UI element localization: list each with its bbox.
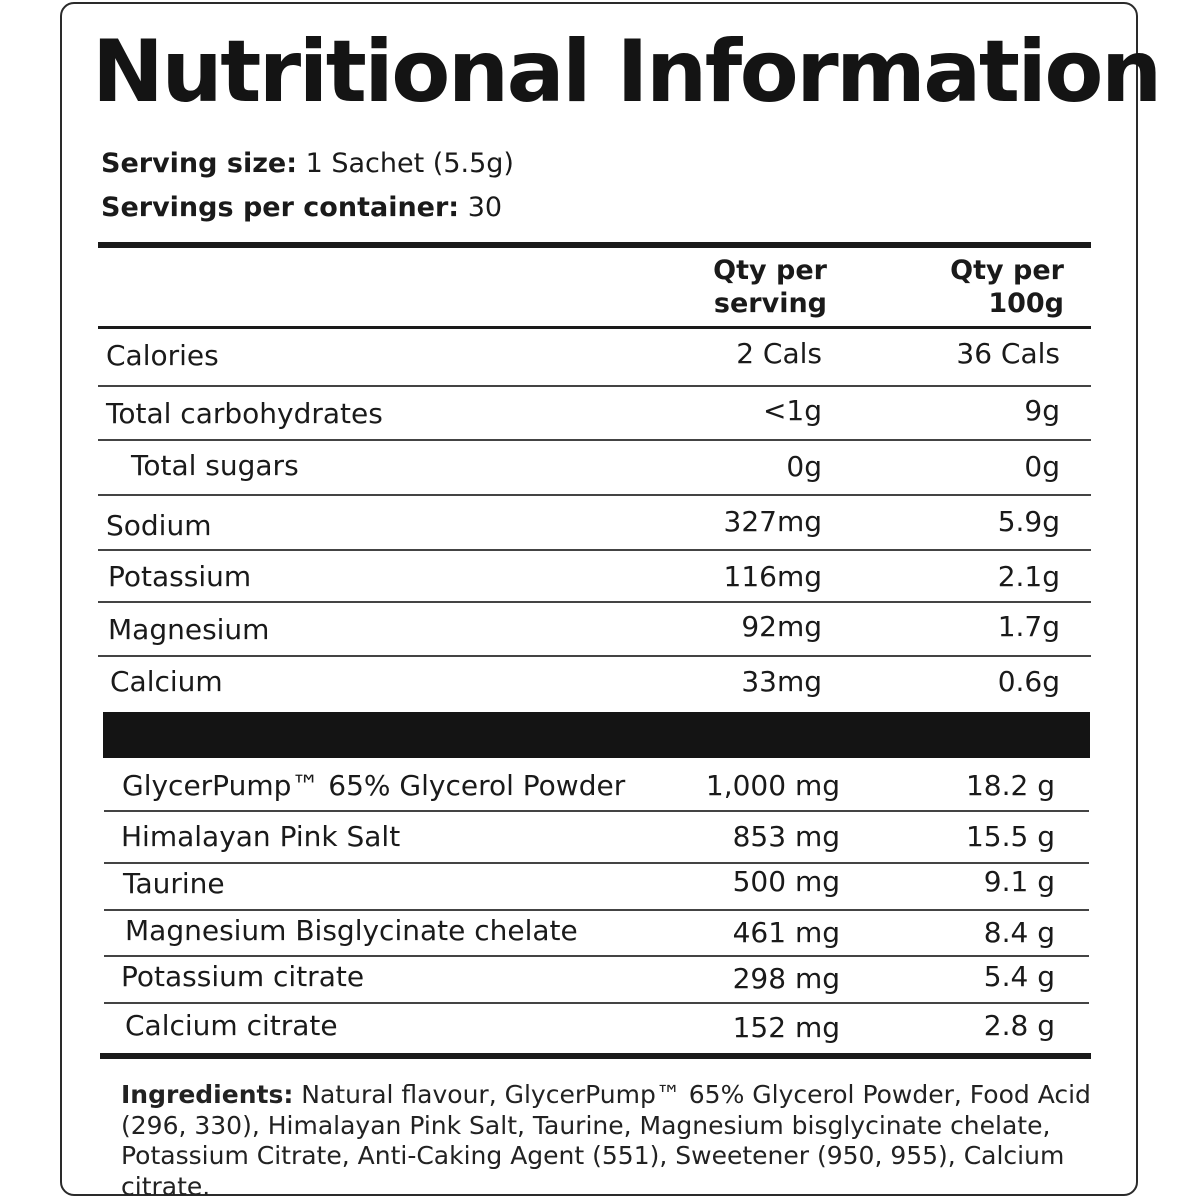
header-divider-thick — [98, 242, 1091, 248]
servings-per-container: Servings per container: 30 — [101, 190, 502, 226]
active-serving-glycerpump: 1,000 mg — [705, 769, 840, 802]
nutrient-serving-sodium: 327mg — [723, 505, 823, 538]
nutrient-serving-total-sugars: 0g — [786, 450, 822, 483]
active-per100-taurine: 9.1 g — [983, 865, 1055, 898]
nutrient-serving-potassium: 116mg — [723, 560, 823, 593]
nutrient-name-magnesium: Magnesium — [108, 613, 270, 646]
active-per100-potassium-citrate: 5.4 g — [983, 960, 1055, 993]
column-header-per-100g: Qty per 100g — [920, 254, 1064, 320]
page-title: Nutritional Information — [92, 22, 1162, 122]
row-divider — [98, 439, 1091, 441]
row-divider — [104, 810, 1089, 812]
nutrient-per100-magnesium: 1.7g — [997, 610, 1060, 643]
column-header-per-100g-line1: Qty per — [950, 255, 1064, 286]
nutrient-name-sodium: Sodium — [106, 509, 212, 542]
active-name-himalayan-pink-salt: Himalayan Pink Salt — [121, 820, 401, 853]
serving-size: Serving size: 1 Sachet (5.5g) — [101, 146, 514, 182]
nutrient-name-total-carbohydrates: Total carbohydrates — [106, 397, 383, 430]
nutrient-per100-potassium: 2.1g — [997, 560, 1060, 593]
active-serving-potassium-citrate: 298 mg — [732, 962, 840, 995]
row-divider — [104, 862, 1089, 864]
nutrient-serving-magnesium: 92mg — [741, 610, 822, 643]
nutrient-per100-calcium: 0.6g — [997, 665, 1060, 698]
serving-size-label: Serving size: — [101, 148, 298, 179]
nutrient-per100-sodium: 5.9g — [997, 505, 1060, 538]
nutrient-name-total-sugars: Total sugars — [131, 449, 299, 482]
row-divider — [98, 385, 1091, 387]
row-divider — [104, 1002, 1089, 1004]
serving-size-value: 1 Sachet (5.5g) — [297, 148, 514, 179]
row-divider — [98, 655, 1091, 657]
row-divider — [104, 955, 1089, 957]
active-per100-glycerpump: 18.2 g — [965, 769, 1055, 802]
active-name-magnesium-bisglycinate: Magnesium Bisglycinate chelate — [125, 914, 578, 947]
active-name-glycerpump: GlycerPump™ 65% Glycerol Powder — [122, 769, 626, 802]
footer-divider-thick — [100, 1053, 1091, 1059]
active-serving-taurine: 500 mg — [732, 865, 840, 898]
nutrient-serving-calories: 2 Cals — [736, 337, 822, 370]
row-divider — [98, 601, 1091, 603]
nutrient-per100-total-carbohydrates: 9g — [1024, 394, 1060, 427]
column-header-per-serving-line1: Qty per — [713, 255, 827, 286]
row-divider — [98, 494, 1091, 496]
row-divider — [98, 549, 1091, 551]
ingredients-list: Natural flavour, GlycerPump™ 65% Glycero… — [121, 1080, 1091, 1201]
active-per100-calcium-citrate: 2.8 g — [983, 1009, 1055, 1042]
active-per100-himalayan-pink-salt: 15.5 g — [965, 820, 1055, 853]
active-per100-magnesium-bisglycinate: 8.4 g — [983, 916, 1055, 949]
row-divider — [104, 909, 1089, 911]
ingredients-text: Ingredients: Natural flavour, GlycerPump… — [121, 1080, 1111, 1202]
column-header-per-serving: Qty per serving — [680, 254, 827, 320]
servings-per-container-label: Servings per container: — [101, 192, 460, 223]
nutrient-serving-calcium: 33mg — [741, 665, 822, 698]
nutrient-serving-total-carbohydrates: <1g — [762, 394, 822, 427]
nutrient-name-calcium: Calcium — [110, 665, 223, 698]
nutrient-name-potassium: Potassium — [108, 560, 252, 593]
column-header-divider — [98, 326, 1091, 329]
ingredients-label: Ingredients: — [121, 1080, 294, 1109]
active-serving-himalayan-pink-salt: 853 mg — [732, 820, 840, 853]
nutrient-name-calories: Calories — [106, 339, 219, 372]
nutrition-panel — [60, 2, 1138, 1196]
section-divider-bar — [103, 712, 1090, 758]
active-serving-magnesium-bisglycinate: 461 mg — [732, 916, 840, 949]
active-name-potassium-citrate: Potassium citrate — [121, 960, 365, 993]
nutrient-per100-calories: 36 Cals — [956, 337, 1060, 370]
active-serving-calcium-citrate: 152 mg — [732, 1011, 840, 1044]
servings-per-container-value: 30 — [459, 192, 503, 223]
column-header-per-100g-line2: 100g — [988, 288, 1064, 319]
active-name-taurine: Taurine — [123, 867, 225, 900]
nutrient-per100-total-sugars: 0g — [1024, 450, 1060, 483]
active-name-calcium-citrate: Calcium citrate — [125, 1009, 338, 1042]
column-header-per-serving-line2: serving — [713, 288, 827, 319]
